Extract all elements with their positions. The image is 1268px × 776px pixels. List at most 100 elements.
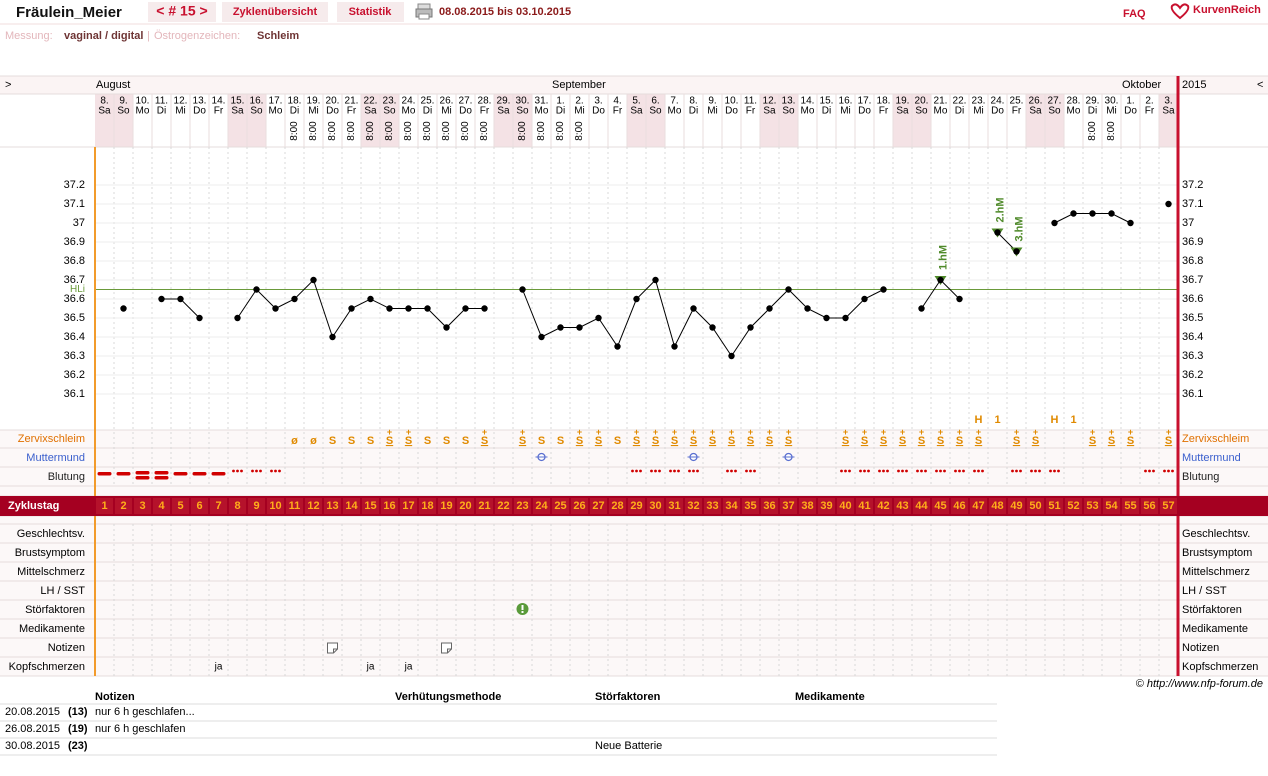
cycle-day-cell: [1160, 498, 1177, 514]
weekday: Mi: [840, 106, 851, 117]
bleeding-mark: [943, 469, 946, 473]
table-header: Notizen: [95, 691, 135, 703]
cycle-day-cell: [438, 498, 455, 514]
mucus-symbol: S+: [861, 427, 868, 447]
top-bar: [0, 76, 1268, 94]
bleeding-mark: [939, 469, 942, 473]
cycle-day: 55: [1124, 500, 1136, 512]
note-icon: [327, 642, 338, 654]
mucus-symbol: S+: [1108, 427, 1115, 447]
row-label: Blutung: [48, 471, 85, 483]
cycle-nav[interactable]: < # 15 >: [156, 3, 207, 19]
row-label: Notizen: [1182, 642, 1219, 654]
nav-prev[interactable]: >: [5, 79, 11, 91]
weekday: Fr: [347, 106, 357, 117]
cycle-day: 28: [611, 500, 623, 512]
user-title: Fräulein_Meier: [16, 4, 122, 21]
weekday: Sa: [497, 106, 510, 117]
date: 17.: [269, 96, 283, 107]
temperature-point: [1089, 210, 1096, 217]
cycle-day-cell: [856, 498, 873, 514]
bleeding-mark: [840, 469, 843, 473]
cycle-day-cell: [324, 498, 341, 514]
cycle-day: 37: [782, 500, 794, 512]
cycle-day-cell: [723, 498, 740, 514]
date: 24.: [991, 96, 1005, 107]
mucus-symbol: S+: [633, 427, 640, 447]
cycle-day-cell: [1027, 498, 1044, 514]
nav-next[interactable]: <: [1257, 79, 1263, 91]
nav-link[interactable]: Statistik: [349, 6, 393, 18]
mucus-symbol: S: [348, 435, 355, 447]
weekday: Di: [1088, 106, 1097, 117]
cycle-day-cell: [1122, 498, 1139, 514]
measure-time: 8:00: [365, 121, 376, 141]
cycle-day: 5: [177, 500, 183, 512]
nav-link[interactable]: Zyklenübersicht: [233, 6, 318, 18]
bleeding-mark: [848, 469, 851, 473]
temperature-point: [386, 305, 393, 312]
temperature-point: [329, 333, 336, 341]
cycle-day-cell: [609, 498, 626, 514]
cycle-day: 20: [459, 500, 471, 512]
weekday: Mi: [308, 106, 319, 117]
bleeding-mark: [1167, 469, 1170, 473]
cycle-day: 6: [196, 500, 202, 512]
weekday: Do: [326, 106, 339, 117]
measure-time: 8:00: [441, 121, 452, 141]
bleeding-mark: [882, 469, 885, 473]
date: 20.: [915, 96, 929, 107]
date: 30.: [516, 96, 530, 107]
temperature-point: [481, 305, 488, 312]
temperature-point: [158, 295, 165, 303]
cycle-day: 1: [101, 500, 107, 512]
copyright: © http://www.nfp-forum.de: [1136, 678, 1263, 690]
weekend-cell: [1045, 94, 1064, 147]
weekday: So: [383, 106, 396, 117]
faq-link[interactable]: FAQ: [1123, 8, 1146, 20]
temperature-point: [956, 295, 963, 303]
cycle-day-cell: [533, 498, 550, 514]
row-label: Störfaktoren: [1182, 604, 1242, 616]
cycle-day-cell: [647, 498, 664, 514]
weekday: Mi: [574, 106, 585, 117]
date-range: 08.08.2015 bis 03.10.2015: [439, 6, 571, 18]
cycle-day: 53: [1086, 500, 1098, 512]
cycle-day-cell: [818, 498, 835, 514]
table-header: Medikamente: [795, 691, 865, 703]
date: 13.: [782, 96, 796, 107]
temperature-point: [918, 305, 925, 312]
cycle-day-cell: [875, 498, 892, 514]
measure-time: 8:00: [289, 121, 300, 141]
table-day: (13): [68, 706, 88, 718]
temperature-point: [880, 286, 887, 293]
y-tick-label: 36.6: [1182, 293, 1203, 305]
mucus-symbol: S+: [1032, 427, 1039, 447]
date: 19.: [307, 96, 321, 107]
weekend-cell: [646, 94, 665, 147]
date: 30.: [1105, 96, 1119, 107]
bleeding-mark: [236, 469, 239, 473]
temperature-point: [405, 305, 412, 312]
weekday: Do: [459, 106, 472, 117]
cycle-day: 34: [725, 500, 738, 512]
cycle-day: 49: [1010, 500, 1022, 512]
cycle-day: 46: [953, 500, 965, 512]
cycle-day: 19: [440, 500, 452, 512]
date: 23.: [972, 96, 986, 107]
y-tick-label: 36.1: [1182, 388, 1203, 400]
bleeding-mark: [745, 469, 748, 473]
cycle-day: 52: [1067, 500, 1079, 512]
y-tick-label: 36.2: [1182, 369, 1203, 381]
temperature-point: [823, 314, 830, 322]
cycle-day: 40: [839, 500, 851, 512]
y-tick-label: 36.3: [1182, 350, 1203, 362]
weekday: Do: [858, 106, 871, 117]
y-tick-label: 36.3: [64, 350, 85, 362]
weekday: Mi: [441, 106, 452, 117]
bleeding-mark: [270, 469, 273, 473]
print-icon[interactable]: [415, 3, 433, 20]
cycle-day-cell: [191, 498, 208, 514]
bleeding-mark: [901, 469, 904, 473]
